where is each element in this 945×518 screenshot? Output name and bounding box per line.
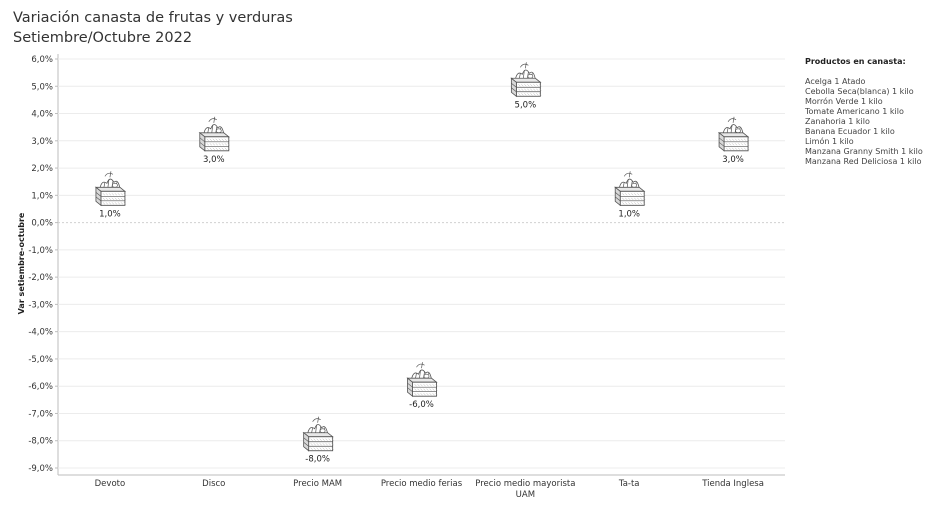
data-label: 3,0% bbox=[722, 155, 744, 165]
data-label: 5,0% bbox=[515, 100, 537, 110]
y-tick-label: 6,0% bbox=[31, 55, 53, 65]
y-tick-label: 4,0% bbox=[31, 110, 53, 120]
crate-of-vegetables-icon bbox=[94, 171, 127, 207]
legend-item: Manzana Granny Smith 1 kilo bbox=[805, 147, 923, 156]
crate-of-vegetables-icon bbox=[406, 362, 438, 398]
y-tick-label: -6,0% bbox=[28, 382, 53, 392]
data-point bbox=[614, 171, 646, 207]
y-tick-label: 1,0% bbox=[31, 191, 53, 201]
data-point bbox=[717, 116, 750, 152]
y-tick-label: -4,0% bbox=[28, 328, 53, 338]
crate-of-vegetables-icon bbox=[510, 62, 542, 98]
data-point bbox=[302, 416, 334, 452]
data-label: 1,0% bbox=[618, 209, 640, 219]
legend-title: Productos en canasta: bbox=[805, 57, 906, 66]
y-tick-label: -8,0% bbox=[28, 437, 53, 447]
x-category-label: Precio MAM bbox=[293, 479, 342, 489]
chart-title-block: Variación canasta de frutas y verduras S… bbox=[13, 8, 293, 48]
data-point bbox=[510, 62, 542, 98]
legend-item: Banana Ecuador 1 kilo bbox=[805, 127, 895, 136]
x-category-label: Tienda Inglesa bbox=[701, 479, 764, 489]
y-tick-label: 2,0% bbox=[31, 164, 53, 174]
chart-title: Variación canasta de frutas y verduras bbox=[13, 10, 293, 26]
crate-of-vegetables-icon bbox=[198, 116, 230, 152]
x-category-label: Precio medio ferias bbox=[381, 479, 463, 489]
data-point bbox=[406, 362, 438, 398]
data-label: 3,0% bbox=[203, 155, 225, 165]
crate-of-vegetables-icon bbox=[614, 171, 646, 207]
y-tick-label: 0,0% bbox=[31, 219, 53, 229]
data-point bbox=[198, 116, 230, 152]
legend-item: Morrón Verde 1 kilo bbox=[805, 97, 883, 106]
chart-subtitle: Setiembre/Octubre 2022 bbox=[13, 30, 193, 46]
crate-of-vegetables-icon bbox=[717, 116, 750, 152]
x-category-label: Precio medio mayorista UAM bbox=[475, 479, 575, 500]
y-tick-label: 3,0% bbox=[31, 137, 53, 147]
data-label: -8,0% bbox=[305, 455, 330, 465]
x-category-label: Disco bbox=[202, 479, 225, 489]
legend-item: Cebolla Seca(blanca) 1 kilo bbox=[805, 87, 914, 96]
legend: Productos en canasta: Acelga 1 Atado Cebo… bbox=[805, 57, 923, 167]
y-tick-label: -1,0% bbox=[28, 246, 53, 256]
data-label: 1,0% bbox=[99, 209, 121, 219]
data-label: -6,0% bbox=[409, 400, 434, 410]
x-category-label: Devoto bbox=[95, 479, 126, 489]
crate-of-vegetables-icon bbox=[302, 416, 334, 452]
legend-item: Limón 1 kilo bbox=[805, 137, 854, 146]
x-category-label: Ta-ta bbox=[618, 479, 640, 489]
y-tick-label: -7,0% bbox=[28, 409, 53, 419]
data-point bbox=[94, 171, 127, 207]
legend-item: Acelga 1 Atado bbox=[805, 77, 866, 86]
y-axis-label: Var setiembre-octubre bbox=[17, 212, 26, 314]
legend-items: Acelga 1 Atado Cebolla Seca(blanca) 1 kil… bbox=[805, 77, 923, 167]
y-tick-label: -3,0% bbox=[28, 300, 53, 310]
y-tick-label: -9,0% bbox=[28, 464, 53, 474]
y-tick-label: -5,0% bbox=[28, 355, 53, 365]
legend-item: Zanahoria 1 kilo bbox=[805, 117, 870, 126]
y-tick-label: 5,0% bbox=[31, 82, 53, 92]
legend-item: Manzana Red Deliciosa 1 kilo bbox=[805, 157, 922, 166]
y-tick-label: -2,0% bbox=[28, 273, 53, 283]
legend-item: Tomate Americano 1 kilo bbox=[805, 107, 904, 116]
